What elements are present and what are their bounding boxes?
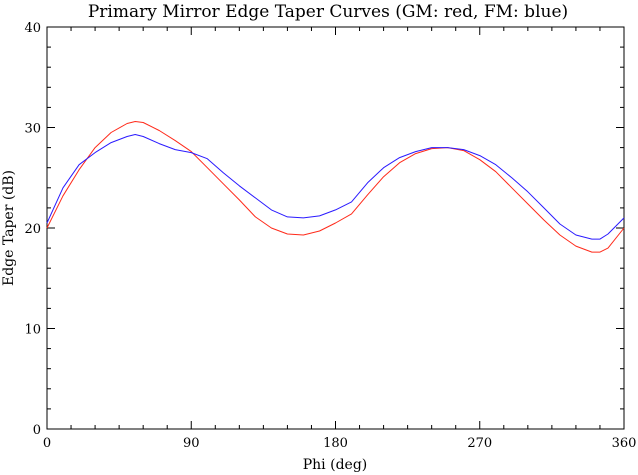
series-layer bbox=[46, 121, 625, 253]
x-axis-label: Phi (deg) bbox=[303, 457, 368, 473]
series-line-1 bbox=[46, 134, 625, 240]
x-tick-label: 270 bbox=[467, 436, 492, 451]
chart-title: Primary Mirror Edge Taper Curves (GM: re… bbox=[88, 2, 568, 22]
x-tick-label: 180 bbox=[323, 436, 348, 451]
x-tick-label: 360 bbox=[612, 436, 637, 451]
y-tick-label: 20 bbox=[24, 222, 41, 237]
y-axis-label: Edge Taper (dB) bbox=[1, 170, 17, 286]
x-tick-label: 90 bbox=[183, 436, 200, 451]
plot-frame bbox=[46, 26, 625, 430]
y-tick-label: 10 bbox=[24, 323, 41, 338]
axis-ticks: 0 90 180 270 360 0 10 20 30 40 bbox=[24, 21, 636, 451]
series-line-0 bbox=[46, 121, 625, 253]
y-tick-label: 0 bbox=[33, 423, 41, 438]
y-tick-label: 40 bbox=[24, 21, 41, 36]
x-tick-label: 0 bbox=[43, 436, 51, 451]
y-tick-label: 30 bbox=[24, 122, 41, 137]
